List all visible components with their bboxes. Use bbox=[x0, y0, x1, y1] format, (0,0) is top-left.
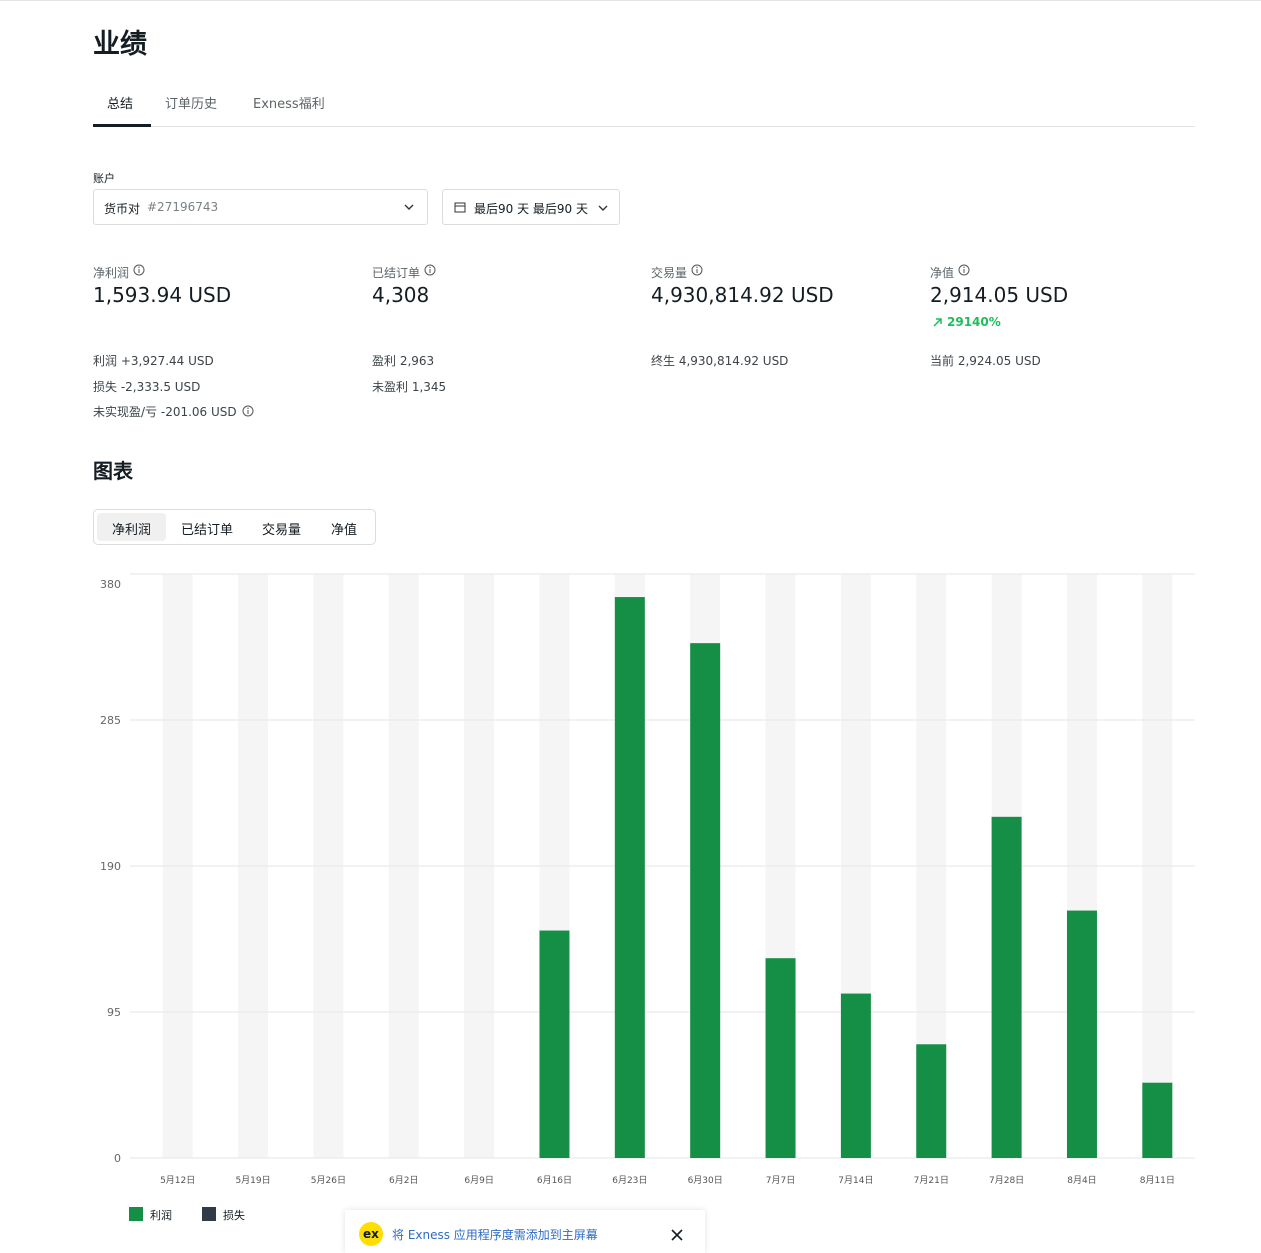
stat-header: 净值 bbox=[930, 262, 954, 281]
x-tick-label: 7月7日 bbox=[766, 1175, 795, 1186]
info-icon[interactable] bbox=[133, 264, 145, 276]
x-tick-label: 5月26日 bbox=[311, 1175, 346, 1186]
chevron bbox=[404, 204, 414, 210]
legend-swatch bbox=[129, 1207, 143, 1221]
stat-detail: 未盈利 1,345 bbox=[372, 379, 447, 394]
chart-tab[interactable]: 交易量 bbox=[262, 523, 302, 538]
bar bbox=[690, 643, 721, 1158]
period: 最后90 天 最后90 天 bbox=[474, 202, 588, 216]
y-tick-label: 380 bbox=[100, 578, 121, 591]
stat-label: 交易量 bbox=[651, 266, 688, 280]
x-tick-label: 7月28日 bbox=[989, 1175, 1024, 1186]
x-tick-label: 5月12日 bbox=[160, 1175, 195, 1186]
stat-label: 已结订单 bbox=[372, 266, 421, 280]
tab[interactable]: Exness福利 bbox=[253, 97, 325, 112]
section-title: 图表 bbox=[93, 459, 133, 483]
chart-tab[interactable]: 净值 bbox=[331, 523, 358, 538]
info-icon[interactable] bbox=[424, 264, 436, 276]
account-select[interactable]: 货币对 #27196743 bbox=[93, 189, 428, 225]
stat-label: 净利润 bbox=[93, 266, 130, 280]
tab[interactable]: 总结 bbox=[107, 97, 134, 112]
tab-divider bbox=[93, 126, 1195, 127]
stat-detail: 利润 +3,927.44 USD bbox=[93, 354, 214, 368]
stat-detail: 损失 -2,333.5 USD bbox=[93, 379, 201, 394]
legend-label: 利润 bbox=[150, 1209, 172, 1222]
x-tick-label: 7月14日 bbox=[838, 1175, 873, 1186]
x-tick-label: 7月21日 bbox=[914, 1175, 949, 1186]
bar bbox=[916, 1044, 947, 1158]
y-tick-label: 95 bbox=[107, 1006, 121, 1019]
y-tick-label: 285 bbox=[100, 714, 121, 727]
x-tick-label: 6月30日 bbox=[688, 1175, 723, 1186]
bar bbox=[614, 597, 645, 1158]
legend-swatch bbox=[202, 1207, 216, 1221]
info-icon[interactable] bbox=[242, 405, 254, 417]
x-tick-label: 6月2日 bbox=[389, 1175, 418, 1186]
account-number: #27196743 bbox=[147, 200, 219, 214]
chart: 0 95 190 285 380 5月12日 5月19日 5月26日 6月2日 6月9日 6月16日… bbox=[100, 573, 1195, 1186]
stat-value: 4,930,814.92 USD bbox=[651, 283, 834, 307]
stat-value: 2,914.05 USD bbox=[930, 283, 1069, 307]
bar bbox=[840, 993, 871, 1158]
x-tick-label: 6月9日 bbox=[464, 1175, 493, 1186]
active-tab-bg bbox=[97, 513, 166, 541]
info-icon[interactable] bbox=[958, 264, 970, 276]
legend-label: 损失 bbox=[223, 1209, 245, 1222]
x-tick-label: 6月16日 bbox=[537, 1175, 572, 1186]
logo: ex bbox=[359, 1222, 383, 1246]
bar bbox=[539, 930, 570, 1158]
stat-header: 已结订单 bbox=[372, 262, 420, 281]
up-arrow bbox=[933, 318, 942, 327]
stat-header: 交易量 bbox=[651, 262, 687, 281]
x-tick-label: 8月11日 bbox=[1140, 1175, 1175, 1186]
chart-tab[interactable]: 已结订单 bbox=[181, 523, 234, 538]
top-border bbox=[0, 0, 1261, 1]
stat-value: 1,593.94 USD bbox=[93, 283, 232, 307]
x-tick-label: 6月23日 bbox=[612, 1175, 647, 1186]
banner-text[interactable]: 将 Exness 应用程序度需添加到主屏幕 bbox=[392, 1228, 598, 1242]
stat-value: 4,308 bbox=[372, 283, 430, 307]
info-icon[interactable] bbox=[691, 264, 703, 276]
install-banner: ex 将 Exness 应用程序度需添加到主屏幕 bbox=[345, 1210, 705, 1253]
stat-header: 净利润 bbox=[93, 262, 129, 281]
stat-detail: 当前 2,924.05 USD bbox=[930, 354, 1041, 368]
stat-label: 净值 bbox=[930, 266, 955, 280]
tab[interactable]: 订单历史 bbox=[165, 97, 218, 112]
chart-tabs: 净利润 已结订单 交易量 净值 bbox=[93, 509, 376, 545]
x-tick-label: 5月19日 bbox=[235, 1175, 270, 1186]
calendar-icon bbox=[454, 202, 466, 213]
stat-detail: 未实现盈/亏 -201.06 USD bbox=[93, 405, 237, 419]
x-tick-label: 8月4日 bbox=[1067, 1175, 1096, 1186]
chevron bbox=[598, 205, 608, 211]
tab-indicator bbox=[93, 124, 151, 127]
period-select[interactable]: 最后90 天 最后90 天 bbox=[442, 189, 620, 225]
bar bbox=[765, 958, 796, 1158]
y-tick-label: 0 bbox=[114, 1152, 121, 1165]
chart-tab[interactable]: 净利润 bbox=[112, 523, 152, 538]
bar bbox=[1066, 910, 1097, 1158]
close-icon[interactable] bbox=[671, 1229, 683, 1241]
page-title: 业绩 bbox=[93, 29, 147, 60]
account-label: 账户 bbox=[93, 172, 115, 185]
bar bbox=[991, 816, 1022, 1158]
account-type: 货币对 bbox=[104, 202, 141, 216]
bar bbox=[1142, 1082, 1173, 1158]
stat-change: 29140% bbox=[947, 315, 1001, 329]
stat-detail: 盈利 2,963 bbox=[372, 354, 435, 368]
y-tick-label: 190 bbox=[100, 860, 121, 873]
stat-detail: 终生 4,930,814.92 USD bbox=[651, 354, 789, 368]
